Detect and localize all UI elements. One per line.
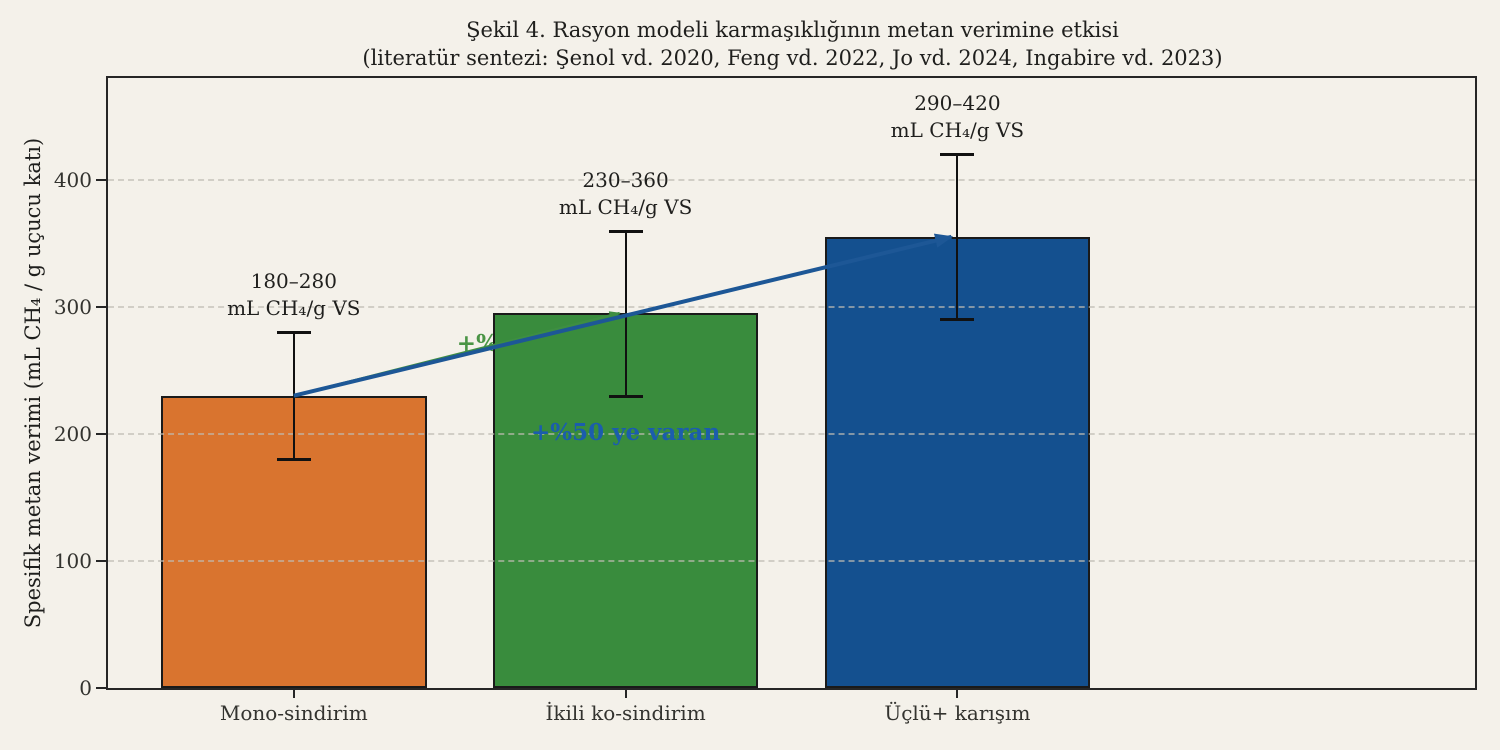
- x-tick-label-2: Üçlü+ karışım: [884, 701, 1031, 725]
- annotation-text-1: +%50 ye varan: [531, 419, 721, 446]
- plot-inner: 180–280 mL CH₄/g VS 230–360 mL CH₄/g VS 290–…: [108, 78, 1475, 688]
- bar-range-label-2-range: 290–420: [914, 91, 1001, 116]
- chart-title-line2: (literatür sentezi: Şenol vd. 2020, Feng…: [362, 46, 1223, 70]
- y-tick-label-100: 100: [53, 548, 92, 573]
- errorbar-1-cap-low: [608, 394, 643, 398]
- gridline-200: [108, 432, 1475, 435]
- chart-title: Şekil 4. Rasyon modeli karmaşıklığının m…: [106, 16, 1479, 72]
- errorbar-0: [292, 332, 295, 460]
- x-tick-label-0: Mono-sindirim: [219, 701, 368, 725]
- y-tick-label-400: 400: [53, 167, 92, 192]
- errorbar-2: [956, 154, 959, 320]
- x-tick-mark-1: [624, 690, 627, 698]
- errorbar-0-cap-high: [276, 331, 311, 335]
- y-tick-label-0: 0: [79, 676, 92, 700]
- errorbar-2-cap-high: [940, 153, 975, 157]
- y-tick-label-300: 300: [53, 294, 92, 319]
- bar-range-label-0-unit: mL CH₄/g VS: [227, 296, 361, 321]
- y-tick-mark-400: [96, 178, 106, 181]
- y-tick-mark-300: [96, 305, 106, 308]
- gridline-100: [108, 559, 1475, 562]
- errorbar-0-cap-low: [276, 458, 311, 462]
- y-tick-mark-100: [96, 559, 106, 562]
- y-tick-label-200: 200: [53, 421, 92, 446]
- y-tick-mark-0: [96, 687, 106, 689]
- bar-range-label-1-range: 230–360: [582, 167, 669, 192]
- errorbar-2-cap-low: [940, 318, 975, 322]
- x-tick-mark-0: [292, 690, 295, 698]
- errorbar-1: [624, 230, 627, 396]
- x-tick-label-1: İkili ko-sindirim: [545, 701, 706, 725]
- bar-range-label-1-unit: mL CH₄/g VS: [558, 194, 693, 219]
- x-tick-mark-2: [956, 690, 959, 698]
- bar-range-label-2-unit: mL CH₄/g VS: [890, 118, 1025, 143]
- gridline-400: [108, 178, 1475, 181]
- bar-range-label-1: 230–360 mL CH₄/g VS: [476, 167, 776, 221]
- y-tick-mark-200: [96, 432, 106, 435]
- bar-range-label-0-range: 180–280: [250, 269, 337, 294]
- bar-range-label-0: 180–280 mL CH₄/g VS: [144, 268, 444, 322]
- bar-range-label-2: 290–420 mL CH₄/g VS: [807, 90, 1107, 144]
- errorbar-1-cap-high: [608, 229, 643, 233]
- plot-area: 180–280 mL CH₄/g VS 230–360 mL CH₄/g VS 290–…: [106, 76, 1477, 690]
- chart-title-line1: Şekil 4. Rasyon modeli karmaşıklığının m…: [466, 18, 1119, 42]
